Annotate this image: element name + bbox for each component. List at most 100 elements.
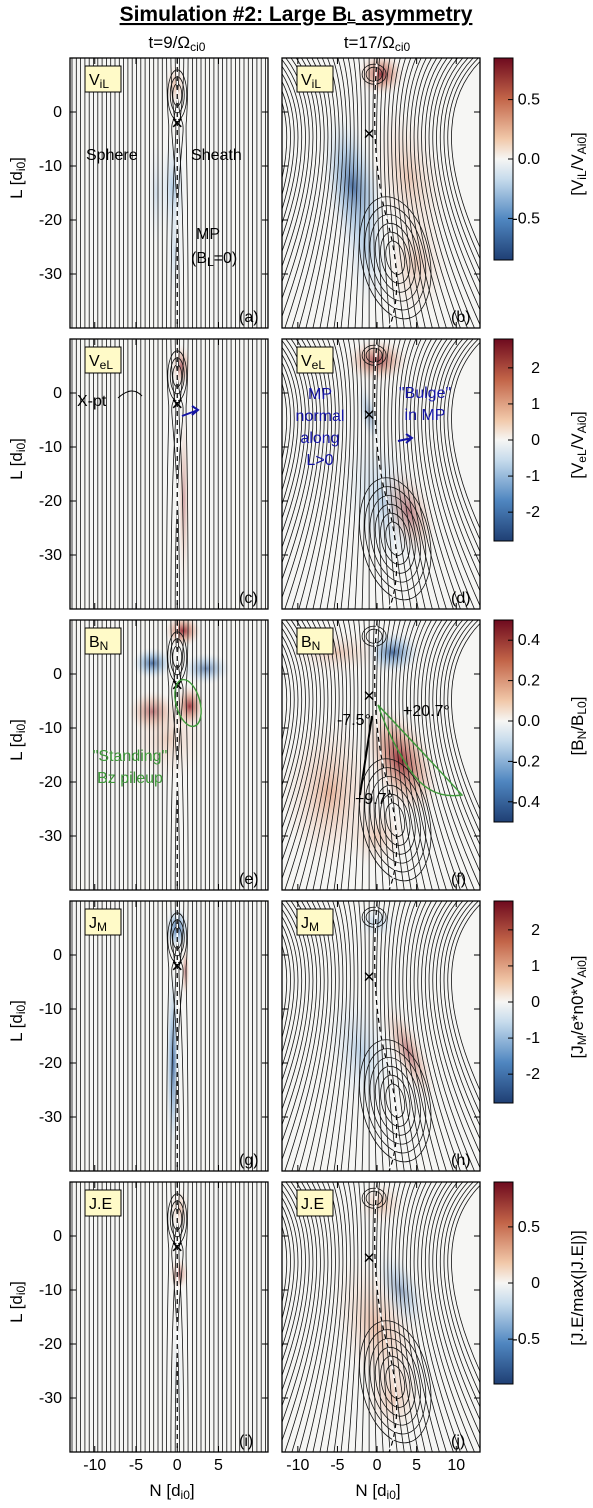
quantity-label: J.E <box>84 1189 122 1217</box>
mp-boundary <box>374 1182 398 1452</box>
field-line <box>361 339 366 609</box>
field-lines <box>71 1182 266 1452</box>
field-lines <box>282 620 480 890</box>
field-line <box>282 663 288 742</box>
quantity-label: J.E <box>296 1189 334 1217</box>
panel-frame <box>69 619 269 891</box>
field-line <box>451 623 480 811</box>
field-line <box>166 1182 170 1452</box>
xpoint-marker <box>172 961 182 971</box>
field-line <box>443 339 480 553</box>
field-line <box>282 65 303 239</box>
field-line <box>417 901 461 1171</box>
island-loop <box>361 1187 387 1209</box>
quantity-label: VeL <box>84 346 122 374</box>
field-lines <box>71 58 266 328</box>
quantity-label-text: BN <box>301 634 320 653</box>
field-line <box>406 58 440 328</box>
colorbar-tick-label: 0.5 <box>518 92 540 109</box>
island-loop <box>365 628 383 644</box>
field-line <box>282 902 306 1096</box>
annotation-left-bulge-arrow <box>181 405 200 417</box>
colorbar-label: [ViL/VAi0] <box>568 132 589 196</box>
field-line <box>436 339 480 578</box>
annotation-angle: +9.7° <box>355 791 393 808</box>
field-line <box>432 620 480 873</box>
field-line <box>443 901 480 1115</box>
panel-letter: (c) <box>239 590 258 607</box>
colorbar-tick-label: -2 <box>526 504 540 521</box>
quantity-label: ViL <box>296 65 334 93</box>
colorbar-label: [JM/e*n0*VAi0] <box>568 956 589 1059</box>
panel-frame <box>281 338 481 610</box>
mp-boundary <box>374 339 398 609</box>
panel-frame <box>281 900 481 1172</box>
field-line <box>178 620 185 890</box>
field-line <box>413 339 454 609</box>
field-line <box>340 58 355 328</box>
y-tick-label: -20 <box>39 1336 62 1353</box>
panel-a <box>70 58 268 328</box>
colorbar-tick-label: -1 <box>526 1030 540 1047</box>
panel-row-4: J.E (i) -10 -5 0 5 0 -10 -20 -30 J.E (j) -10 -5 0 5 10 L … <box>7 1181 587 1474</box>
field-line <box>282 73 299 225</box>
y-tick-label: 0 <box>53 947 62 964</box>
annotation-xpt: X-pt <box>77 393 107 410</box>
field-line <box>443 620 480 834</box>
field-line <box>424 58 475 328</box>
panel-letter: (f) <box>451 871 466 888</box>
annotation-sheath: Sheath <box>191 147 242 164</box>
panel-frame <box>69 57 269 329</box>
island-loop <box>365 347 383 363</box>
field-line <box>170 901 177 1171</box>
quantity-label-box <box>296 908 334 936</box>
field-lines <box>71 339 266 609</box>
panel-b <box>282 58 480 328</box>
field-line <box>372 58 377 328</box>
field-line <box>361 1182 366 1452</box>
field-line <box>170 339 177 609</box>
island-loop <box>361 344 387 366</box>
y-tick-label: -30 <box>39 828 62 845</box>
field-line <box>443 58 480 272</box>
field-line <box>436 58 480 297</box>
colorbar-tick-label: 0.4 <box>518 632 540 649</box>
quantity-label: VeL <box>296 346 334 374</box>
panel-h <box>282 901 480 1171</box>
field-line <box>402 339 433 609</box>
field-line <box>436 620 480 859</box>
field-line <box>432 339 480 592</box>
field-line <box>379 58 391 328</box>
island-loop <box>365 66 383 82</box>
field-line <box>340 901 355 1171</box>
color-structure <box>127 695 211 782</box>
field-line <box>185 901 189 1171</box>
field-line <box>282 354 299 506</box>
field-line <box>379 901 391 1171</box>
quantity-label: BN <box>84 627 122 655</box>
panel-frame <box>281 1181 481 1453</box>
y-tick-label: -20 <box>39 774 62 791</box>
field-line <box>424 339 475 609</box>
field-line <box>421 901 468 1171</box>
field-line <box>387 339 405 609</box>
colorbar-tick-label: -0.2 <box>512 753 540 770</box>
field-line <box>166 58 170 328</box>
x-tick-label: 5 <box>412 1457 421 1474</box>
field-line <box>372 339 377 609</box>
x-tick-label: -5 <box>330 1457 344 1474</box>
field-line <box>326 620 348 890</box>
panel-background <box>70 339 268 609</box>
annotation-mp-bl: (BL=0) <box>191 250 237 269</box>
field-line <box>398 1182 426 1452</box>
field-line <box>394 339 419 609</box>
field-line <box>347 901 359 1171</box>
field-line <box>312 58 340 328</box>
field-line <box>447 901 480 1103</box>
field-line <box>354 339 363 609</box>
annotation-mp: MP <box>196 226 220 243</box>
field-line <box>409 58 447 328</box>
field-line <box>312 1182 340 1452</box>
color-structure <box>131 647 174 680</box>
